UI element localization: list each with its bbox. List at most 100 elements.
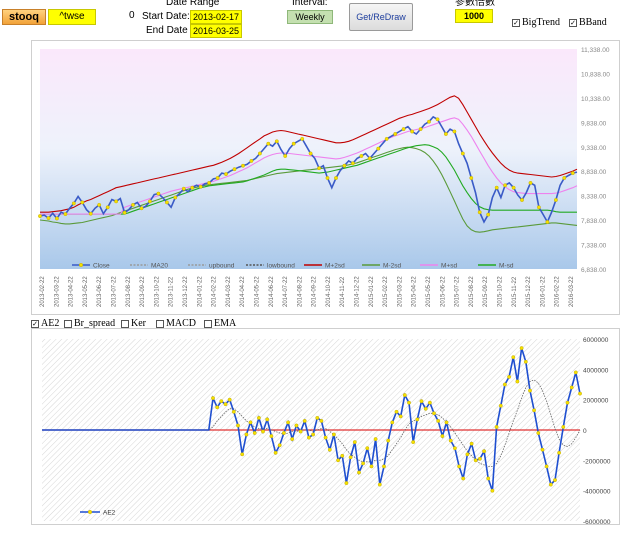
param-multiplier-field[interactable]: 1000 [455,9,493,23]
close-point [536,205,541,210]
close-point [435,117,440,122]
ae2-label: AE2 [41,318,60,329]
series-line-m-2sd [40,95,578,213]
close-point [384,137,389,141]
y-tick-label: 4000000 [583,367,609,374]
close-point [520,198,524,202]
close-point [266,141,271,146]
bigtrend-checkbox[interactable]: ✓ BigTrend [512,17,560,29]
ae2-chart: 6000000 4000000 2000000 0 -2000000 -4000000 -6… [42,337,611,526]
indicator-ae2-checkbox[interactable]: ✓ AE2 [31,318,59,330]
close-point [300,137,305,141]
close-point [367,156,372,161]
close-point [486,212,491,217]
ae2-point [382,464,386,469]
ae2-point [411,440,416,445]
ae2-point [494,425,499,429]
y-tick-label: 11,338.00 [581,47,610,54]
close-point [350,161,355,166]
interval-select[interactable]: Weekly [287,10,333,24]
x-tick-label: 2015-05-22 [426,276,432,307]
ae2-point [444,420,449,425]
close-point [63,212,68,217]
close-point [80,200,85,205]
close-point [164,200,169,205]
end-date-label: End Date [146,25,188,36]
ema-box-icon [204,320,212,328]
ae2-point [240,452,245,457]
y-tick-label: 9,838.00 [581,120,607,127]
ae2-point [227,397,232,402]
ticker-field[interactable]: ^twse [48,9,96,25]
legend-marker [79,262,84,267]
ae2-point [465,452,470,457]
ae2-point [440,434,445,439]
ae2-point [561,425,566,429]
x-tick-label: 2013-02-22 [40,276,46,307]
bigtrend-label: BigTrend [522,17,560,28]
bband-checkbox[interactable]: ✓ BBand [569,17,607,29]
close-point [503,183,507,188]
close-point [460,151,465,156]
start-date-label: Start Date: [142,11,190,22]
close-point [207,180,212,185]
ae2-point [261,429,265,434]
x-tick-label: 2013-11-22 [169,276,175,307]
ae2-point [319,419,324,423]
start-date-field[interactable]: 2013-02-17 [190,10,242,24]
close-point [105,205,110,210]
end-date-field[interactable]: 2016-03-25 [190,24,242,38]
ae2-point [231,409,236,414]
ae2-point [573,370,578,375]
ae2-point [469,441,474,446]
ae2-chart-frame: 6000000 4000000 2000000 0 -2000000 -4000000 -6… [31,328,620,526]
close-point [54,216,59,221]
close-point [131,202,135,207]
close-point [528,180,533,185]
ker-box-icon [121,320,129,328]
source-label: stooq [2,9,46,25]
close-point [198,184,203,189]
y-tick-label: 2000000 [583,398,609,405]
price-plot-area [40,49,577,269]
macd-label: MACD [166,318,197,329]
ae2-point [323,435,328,440]
close-point [173,195,178,200]
close-point [215,176,220,180]
get-redraw-button[interactable]: Get/ReDraw [349,3,413,31]
x-tick-label: 2014-04-22 [240,276,246,307]
x-tick-label: 2015-03-22 [397,276,403,307]
ae2-point [373,437,378,442]
x-tick-label: 2013-04-22 [69,276,75,307]
indicator-br-spread-checkbox[interactable]: Br_spread [64,318,115,330]
indicator-ema-checkbox[interactable]: EMA [204,318,236,330]
price-chart-frame: 11,338.00 10,838.00 10,338.00 9,838.00 9,338… [31,40,620,315]
x-tick-label: 2013-03-22 [54,276,60,307]
x-tick-label: 2014-05-22 [254,276,260,307]
ae2-point [486,476,491,481]
close-point [283,154,288,158]
close-point [342,163,347,168]
ae2-point [286,420,291,425]
ae2-point [402,393,407,398]
ae2-point [498,403,503,408]
br-spread-label: Br_spread [74,318,116,329]
y-tick-label: 0 [583,428,587,435]
ae2-point [365,446,370,451]
y-tick-label: -6000000 [583,519,611,526]
close-point [427,119,431,124]
close-point [224,172,228,177]
ae2-point [269,434,274,439]
ae2-point [427,400,432,405]
legend-marker [88,509,93,514]
ae2-point [265,417,270,422]
close-point [562,176,567,180]
ae2-point [482,449,486,454]
indicator-ker-checkbox[interactable]: Ker [121,318,146,330]
ae2-point [511,355,516,360]
legend-label: AE2 [103,510,116,517]
indicator-macd-checkbox[interactable]: MACD [156,318,196,330]
y-tick-label: 8,838.00 [581,169,607,176]
x-tick-label: 2014-02-22 [212,276,218,307]
ae2-point [540,447,545,452]
